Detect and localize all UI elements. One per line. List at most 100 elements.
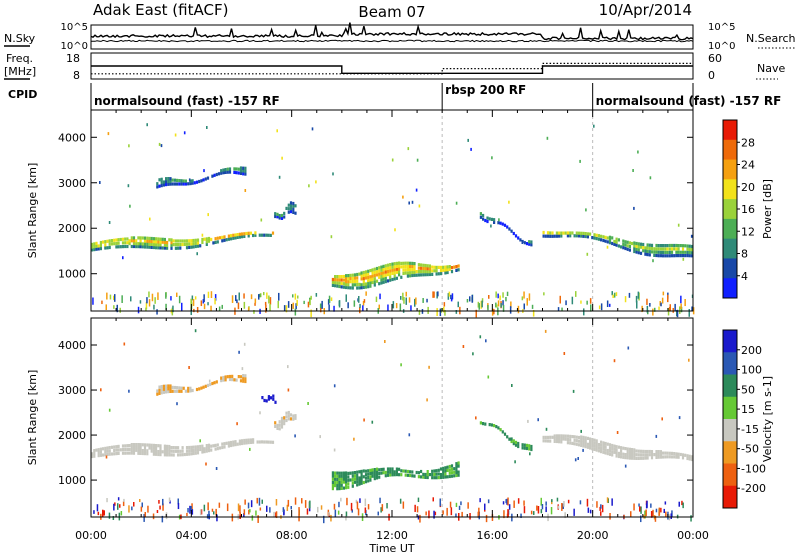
y-tick-label: 2000 <box>58 429 86 442</box>
velocity-panel: 1000 2000 3000 4000 Slant Range [km] <box>26 317 694 524</box>
colorbar-swatch <box>723 330 737 353</box>
data-band-4 <box>331 461 460 491</box>
freq-label-1: Freq. <box>6 52 33 65</box>
data-band-3 <box>274 410 297 431</box>
colorbar-swatch <box>723 374 737 398</box>
colorbar-swatch <box>723 238 737 259</box>
time-tick-label: 00:00 <box>677 529 709 542</box>
colorbar-tick-label: 4 <box>741 270 748 283</box>
freq-line <box>91 65 693 74</box>
colorbar-swatch <box>723 278 737 299</box>
time-tick-label: 16:00 <box>476 529 508 542</box>
colorbar-tick-label: 100 <box>741 364 762 377</box>
time-tick-label: 08:00 <box>276 529 308 542</box>
time-axis: 00:00 04:00 08:00 12:00 16:00 20:00 00:00 <box>75 529 709 542</box>
nave-label: Nave <box>757 62 785 75</box>
colorbar-tick-label: -100 <box>741 462 766 475</box>
data-band-4 <box>479 212 533 247</box>
colorbar-swatch <box>723 199 737 220</box>
velocity-colorbar: 200 100 50 15 -15 -50 -100 -200 Velocity [m s-1] <box>722 329 774 509</box>
y-tick-label: 3000 <box>58 384 86 397</box>
date-title: 10/Apr/2014 <box>599 1 692 19</box>
data-band-5 <box>542 230 693 258</box>
colorbar-swatch <box>723 396 737 420</box>
colorbar-tick-label: 15 <box>741 403 755 416</box>
nave-right-tick-top: 60 <box>708 52 722 65</box>
data-band-6 <box>542 434 693 462</box>
beam-title: Beam 07 <box>358 3 425 21</box>
cpid-segment-label: normalsound (fast) -157 RF <box>94 94 280 108</box>
noise-sky-line <box>90 22 694 41</box>
nave-line <box>91 62 693 75</box>
y-tick-label: 1000 <box>58 268 86 281</box>
noise-left-tick-top: 10^5 <box>61 22 88 33</box>
y-axis-label: Slant Range [km] <box>26 163 39 259</box>
cpid-label: CPID <box>8 88 37 101</box>
colorbar-frame <box>722 329 738 509</box>
colorbar-swatch <box>723 463 737 487</box>
nave-right-tick-bottom: 0 <box>708 69 715 82</box>
speckle-noise <box>93 329 692 524</box>
speckle-noise <box>92 123 695 318</box>
time-axis-label: Time UT <box>368 542 414 554</box>
noise-left-label: N.Sky <box>4 32 36 45</box>
data-band-2 <box>274 201 297 220</box>
noise-left-tick-bottom: 10^0 <box>61 41 88 52</box>
y-tick-label: 2000 <box>58 222 86 235</box>
colorbar-tick-label: 8 <box>741 248 748 261</box>
data-band-3 <box>331 261 460 290</box>
freq-label-2: [MHz] <box>4 65 36 78</box>
cpid-panel: CPID normalsound (fast) -157 RF rbsp 200 … <box>8 83 781 110</box>
y-axis-label: Slant Range [km] <box>26 370 39 466</box>
freq-left-tick-bottom: 8 <box>73 69 80 82</box>
colorbar-swatch <box>723 120 737 141</box>
data-band-1 <box>156 374 247 396</box>
cpid-segment-label: rbsp 200 RF <box>445 83 526 97</box>
colorbar-tick-label: -200 <box>741 482 766 495</box>
colorbar-tick-label: 28 <box>741 136 755 149</box>
time-tick-label: 00:00 <box>75 529 107 542</box>
noise-right-tick-top: 10^5 <box>708 22 735 33</box>
colorbar-tick-label: 16 <box>741 203 755 216</box>
data-band-5 <box>479 421 533 452</box>
y-tick-label: 1000 <box>58 474 86 487</box>
colorbar-swatch <box>723 352 737 375</box>
colorbar-swatch <box>723 258 737 279</box>
noise-right-tick-bottom: 10^0 <box>708 41 735 52</box>
noise-search-line <box>90 39 694 43</box>
station-title: Adak East (fitACF) <box>93 1 228 19</box>
colorbar-tick-label: 24 <box>741 159 755 172</box>
colorbar-label: Velocity [m s-1] <box>761 376 774 462</box>
noise-panel: N.Sky 10^5 10^0 10^5 10^0 N.Search <box>4 22 796 52</box>
data-band-0 <box>91 231 275 252</box>
colorbar-swatch <box>723 139 737 161</box>
colorbar-swatch <box>723 419 737 442</box>
time-tick-label: 12:00 <box>376 529 408 542</box>
colorbar-tick-label: 50 <box>741 383 755 396</box>
colorbar-swatch <box>723 485 737 509</box>
freq-panel: Freq. [MHz] 18 8 60 0 Nave <box>4 52 785 82</box>
colorbar-tick-label: 200 <box>741 344 762 357</box>
data-band-2 <box>261 394 277 404</box>
colorbar-tick-label: 12 <box>741 225 755 238</box>
colorbar-swatch <box>723 441 737 464</box>
power-panel: 1000 2000 3000 4000 Slant Range [km] <box>26 109 695 318</box>
colorbar-tick-label: 20 <box>741 181 755 194</box>
colorbar-swatch <box>723 218 737 240</box>
y-tick-label: 4000 <box>58 131 86 144</box>
colorbar-swatch <box>723 179 737 200</box>
colorbar-tick-label: -15 <box>741 423 759 436</box>
data-band-1 <box>156 166 247 189</box>
noise-right-label: N.Search <box>746 32 796 45</box>
cpid-segment-label: normalsound (fast) -157 RF <box>596 94 782 108</box>
y-tick-label: 4000 <box>58 339 86 352</box>
time-tick-label: 20:00 <box>577 529 609 542</box>
power-colorbar: 4 8 12 16 20 24 28 Power [dB] <box>722 119 774 299</box>
colorbar-tick-label: -50 <box>741 443 759 456</box>
y-tick-label: 3000 <box>58 177 86 190</box>
time-tick-label: 04:00 <box>175 529 207 542</box>
data-band-0 <box>91 438 275 459</box>
freq-left-tick-top: 18 <box>66 52 80 65</box>
colorbar-swatch <box>723 159 737 180</box>
